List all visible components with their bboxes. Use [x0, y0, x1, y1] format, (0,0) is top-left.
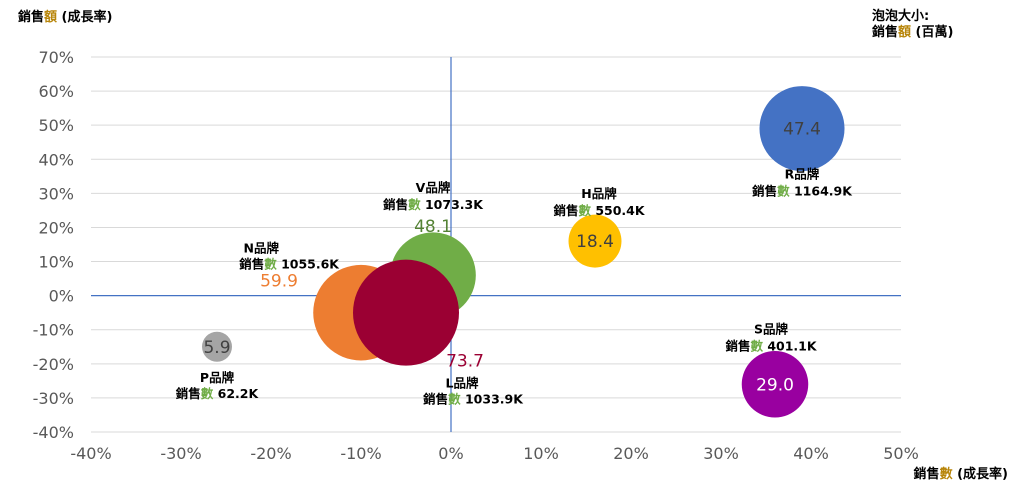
x-tick-label: 30% — [703, 444, 739, 463]
size-note-accent: 額 — [897, 24, 911, 40]
y-tick-label: 50% — [38, 116, 74, 135]
bubble-value-label: 5.9 — [203, 338, 230, 358]
bubble-value-label: 48.1 — [414, 217, 452, 237]
y-axis-title-part: 銷售 — [18, 9, 44, 25]
x-tick-label: -40% — [70, 444, 111, 463]
sales-count-label: 銷售數 1033.9K — [423, 392, 524, 407]
brand-name-label: R品牌 — [785, 167, 820, 182]
bubble-29.0 — [741, 351, 809, 418]
brand-name-label: V品牌 — [416, 180, 451, 195]
x-tick-labels: -40% -30% -20% -10% 0% 10% 20% 30% 40% 50% — [70, 444, 918, 463]
y-tick-label: -10% — [33, 321, 74, 340]
brand-name-label: N品牌 — [244, 241, 280, 256]
x-tick-label: -20% — [250, 444, 291, 463]
x-tick-label: 0% — [438, 444, 463, 463]
sales-count-label: 銷售數 1055.6K — [239, 257, 340, 272]
y-tick-label: 20% — [38, 218, 74, 237]
x-tick-label: 40% — [793, 444, 829, 463]
sales-count-label: 銷售數 62.2K — [176, 386, 260, 401]
y-tick-label: 10% — [38, 253, 74, 272]
bubble-value-label: 47.4 — [783, 120, 821, 140]
brand-name-label: L品牌 — [446, 376, 479, 391]
y-tick-label: -20% — [33, 355, 74, 374]
sales-count-label: 銷售數 1073.3K — [383, 197, 484, 212]
sales-count-label: 銷售數 1164.9K — [752, 184, 853, 199]
y-axis-title: 銷售額 (成長率) — [18, 9, 112, 25]
brand-name-label: H品牌 — [581, 186, 617, 201]
y-tick-label: 30% — [38, 184, 74, 203]
x-axis-title-accent: 數 — [940, 466, 953, 482]
bubble-value-label: 59.9 — [260, 272, 298, 292]
bubble-value-label: 73.7 — [446, 352, 484, 372]
bubble-73.7 — [353, 259, 459, 366]
x-axis-title: 銷售數 (成長率) — [914, 466, 1008, 482]
bubbles — [202, 86, 845, 418]
x-tick-label: 20% — [613, 444, 649, 463]
x-axis-title-part: 銷售 — [914, 466, 940, 482]
y-tick-label: -40% — [33, 423, 74, 442]
bubble-5.9 — [202, 331, 232, 362]
y-tick-label: -30% — [33, 389, 74, 408]
bubble-value-label: 29.0 — [756, 375, 794, 395]
x-tick-label: -30% — [160, 444, 201, 463]
x-tick-label: 10% — [523, 444, 559, 463]
y-axis-title-part: (成長率) — [57, 9, 112, 25]
bubble-value-label: 18.4 — [576, 232, 614, 252]
y-tick-labels: -40% -30% -20% -10% 0% 10% 20% 30% 40% 50% 60% 70% — [33, 48, 74, 442]
brand-name-label: S品牌 — [754, 321, 789, 336]
bubble-47.4 — [759, 86, 845, 172]
gridlines — [91, 56, 901, 433]
size-note-line2: 銷售額 (百萬) — [872, 24, 953, 40]
size-note-part: 銷售 — [872, 24, 898, 40]
bubble-18.4 — [568, 214, 622, 268]
size-note-line1: 泡泡大小: — [872, 8, 929, 24]
y-tick-label: 40% — [38, 150, 74, 169]
sales-count-label: 銷售數 401.1K — [725, 338, 817, 353]
y-axis-title-accent: 額 — [43, 9, 57, 25]
x-tick-label: 50% — [883, 444, 919, 463]
sales-count-label: 銷售數 550.4K — [553, 203, 645, 218]
x-tick-label: -10% — [340, 444, 381, 463]
x-axis-title-part: (成長率) — [953, 466, 1008, 482]
y-tick-label: 70% — [38, 48, 74, 67]
size-note-part: (百萬) — [911, 24, 953, 40]
brand-name-label: P品牌 — [200, 370, 235, 385]
y-tick-label: 0% — [49, 287, 74, 306]
y-tick-label: 60% — [38, 82, 74, 101]
